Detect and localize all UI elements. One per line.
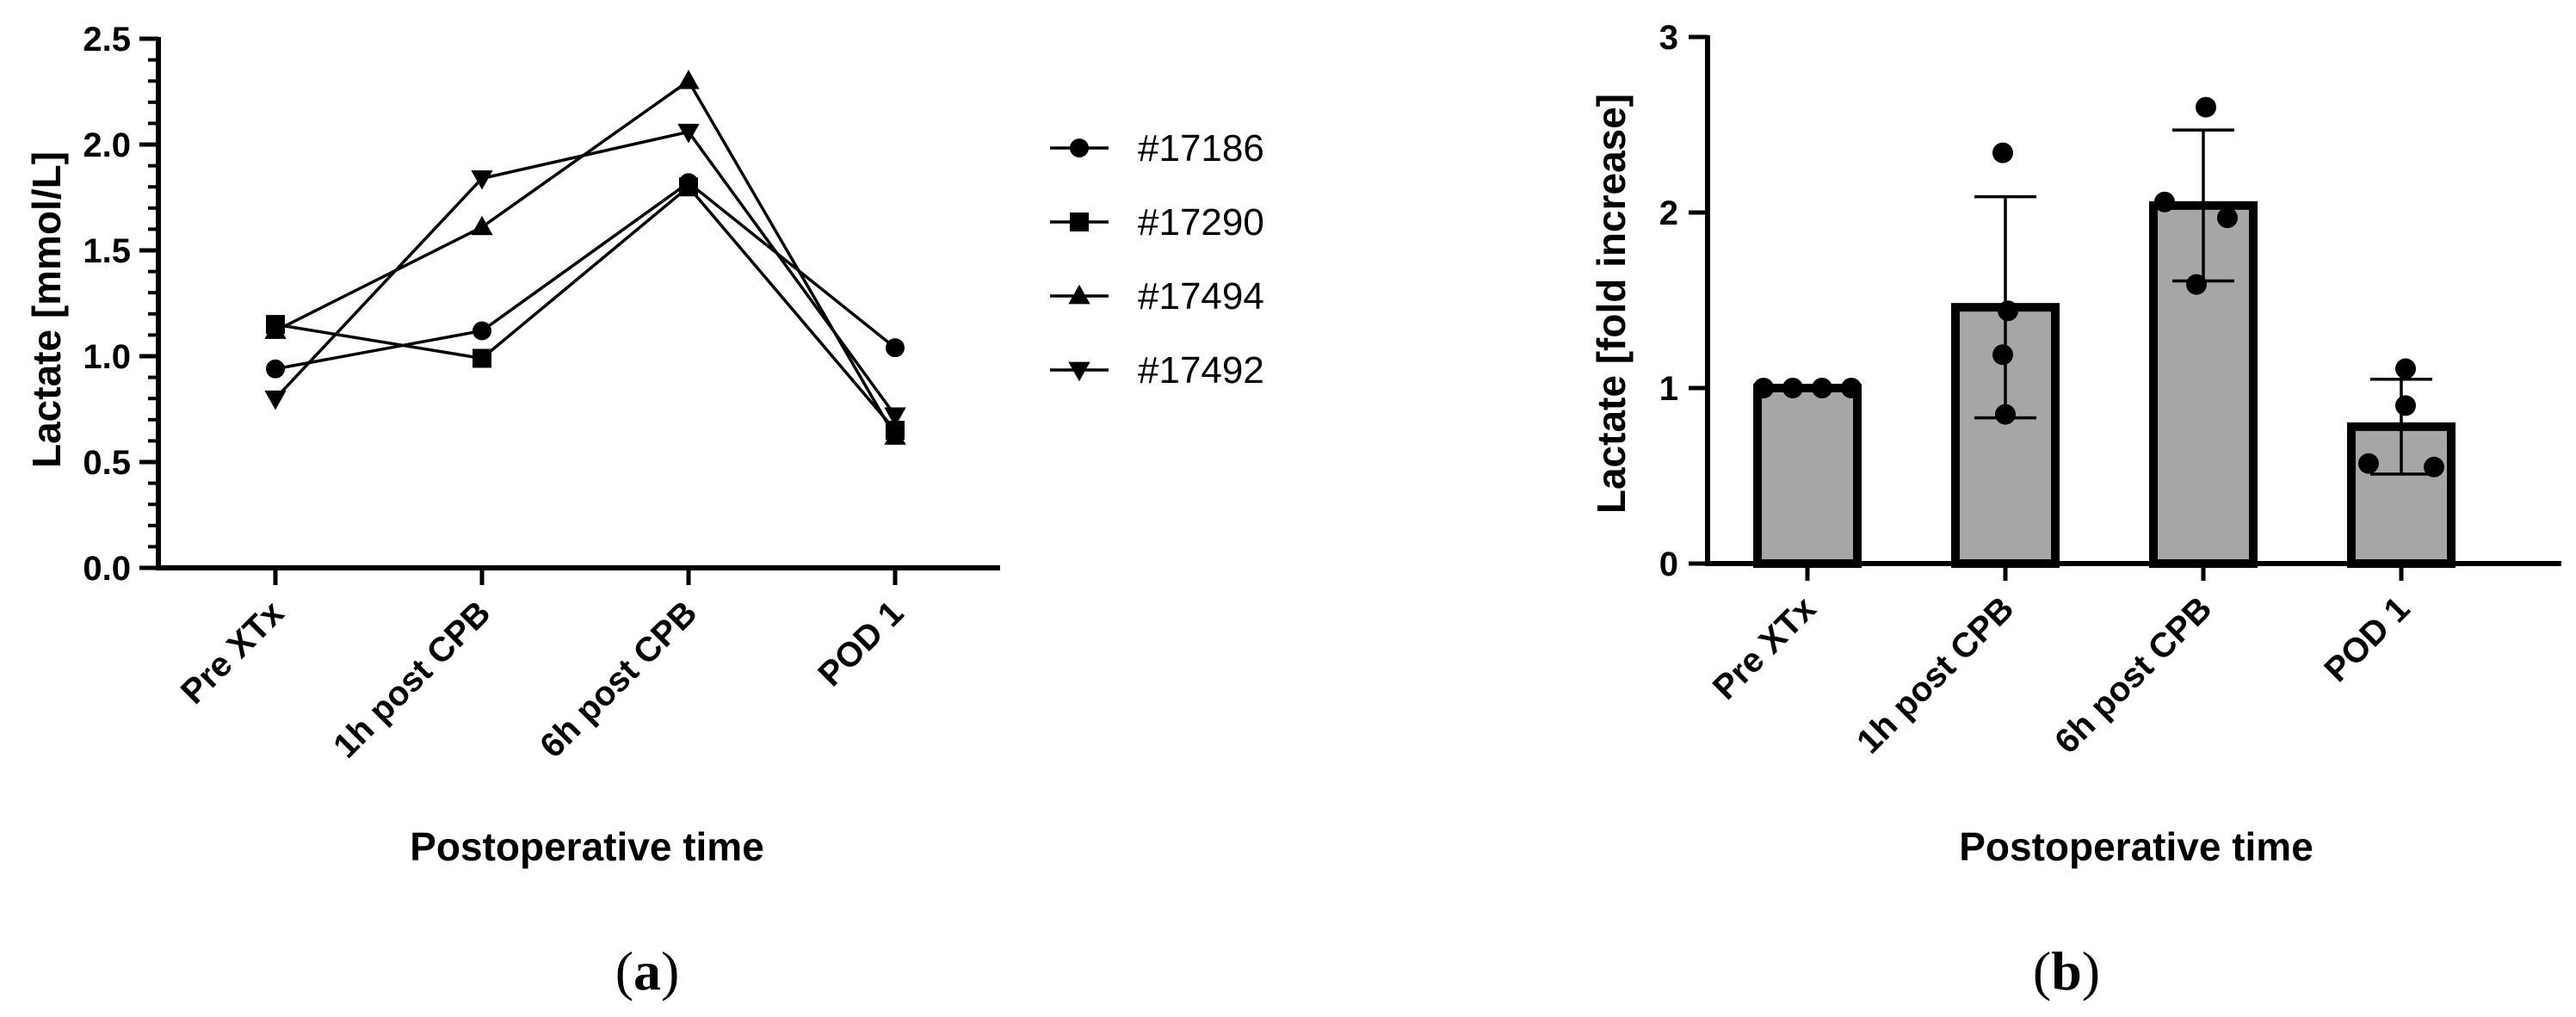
panel-b-x-tick-label-1h-post-cpb: 1h post CPB bbox=[1850, 589, 2021, 761]
legend-label: #17290 bbox=[1138, 201, 1264, 243]
panel-a-y-tick-label: 0.5 bbox=[83, 444, 131, 482]
data-point-pod-1 bbox=[2358, 453, 2379, 474]
panel-a-y-tick-label: 1.0 bbox=[83, 338, 131, 376]
panel-b-y-tick-label: 1 bbox=[1659, 370, 1678, 408]
panel-b-y-tick-label: 0 bbox=[1659, 545, 1678, 583]
legend-item-17494: #17494 bbox=[1050, 275, 1264, 317]
panel-a-series-lines bbox=[274, 78, 897, 438]
legend-marker-triangle-up bbox=[1068, 284, 1090, 305]
series-marker-17186 bbox=[473, 321, 491, 341]
data-point-pod-1 bbox=[2424, 456, 2444, 478]
data-point-6h-post-cpb bbox=[2217, 207, 2238, 229]
series-line-17494 bbox=[275, 78, 897, 438]
panel-b-y-axis: 0 1 2 3 bbox=[1659, 19, 1710, 583]
series-marker-17290 bbox=[679, 177, 698, 197]
series-marker-17492 bbox=[264, 390, 287, 410]
series-marker-17492 bbox=[471, 170, 493, 190]
panel-a-x-tick-label-1h-post-cpb: 1h post CPB bbox=[326, 594, 497, 765]
data-point-1h-post-cpb bbox=[1995, 404, 2016, 425]
data-point-pod-1 bbox=[2395, 395, 2416, 416]
panel-a-y-tick-label: 2.0 bbox=[83, 126, 131, 164]
data-point-pre-xtx bbox=[1782, 378, 1803, 398]
panel-b-y-tick-label: 2 bbox=[1659, 194, 1678, 232]
panel-a-y-axis-title: Lactate [mmol/L] bbox=[24, 151, 69, 468]
data-point-pod-1 bbox=[2395, 358, 2416, 379]
data-point-pre-xtx bbox=[1841, 378, 1862, 398]
data-point-6h-post-cpb bbox=[2186, 274, 2207, 295]
legend-item-17290: #17290 bbox=[1050, 201, 1264, 243]
panel-b-x-axis: Pre XTx 1h post CPB 6h post CPB POD 1 bbox=[1705, 561, 2561, 761]
panel-a-x-tick-label-pod-1: POD 1 bbox=[811, 594, 911, 693]
panel-a-x-tick-label-6h-post-cpb: 6h post CPB bbox=[533, 594, 704, 765]
data-point-1h-post-cpb bbox=[1992, 344, 2013, 366]
series-marker-17494 bbox=[264, 319, 287, 339]
legend-label: #17492 bbox=[1138, 349, 1264, 391]
series-line-17290 bbox=[275, 184, 897, 432]
series-marker-17186 bbox=[886, 338, 905, 358]
panel-b-x-tick-label-pre-xtx: Pre XTx bbox=[1706, 589, 1823, 706]
series-marker-17492 bbox=[884, 407, 906, 428]
series-line-17492 bbox=[274, 130, 897, 416]
data-point-6h-post-cpb bbox=[2196, 96, 2216, 118]
panel-b-y-axis-title: Lactate [fold increase] bbox=[1589, 94, 1634, 514]
series-marker-17290 bbox=[473, 348, 491, 368]
panel-b-x-tick-label-pod-1: POD 1 bbox=[2317, 589, 2417, 689]
data-point-6h-post-cpb bbox=[2154, 191, 2175, 213]
panel-a-y-axis: 0.0 0.5 1.0 1.5 2.0 2.5 bbox=[83, 21, 161, 588]
panel-a-x-axis-title: Postoperative time bbox=[410, 824, 764, 869]
series-marker-17494 bbox=[677, 70, 700, 89]
panel-a-x-tick-label-pre-xtx: Pre XTx bbox=[174, 594, 291, 711]
panel-b-data-points bbox=[1753, 96, 2444, 478]
panel-a-y-tick-label: 0.0 bbox=[83, 550, 131, 588]
legend-label: #17494 bbox=[1138, 275, 1264, 317]
panel-b-label-letter: b bbox=[2051, 940, 2082, 1002]
panel-a-y-tick-label: 2.5 bbox=[83, 21, 131, 59]
series-line-17186 bbox=[275, 181, 897, 371]
series-marker-17186 bbox=[266, 359, 285, 379]
panel-b-bars bbox=[1753, 200, 2456, 568]
legend-marker-circle bbox=[1070, 139, 1089, 157]
panel-a-x-axis: Pre XTx 1h post CPB 6h post CPB POD 1 bbox=[156, 565, 1000, 766]
panel-a-label-letter: a bbox=[633, 940, 661, 1002]
legend-label: #17186 bbox=[1138, 127, 1264, 170]
panel-a-label: (a) bbox=[615, 940, 680, 1002]
panel-a-series-markers bbox=[264, 70, 906, 445]
panel-b-x-axis-title: Postoperative time bbox=[1959, 824, 2313, 869]
data-point-1h-post-cpb bbox=[1992, 142, 2013, 163]
data-point-pre-xtx bbox=[1812, 378, 1832, 398]
data-point-pre-xtx bbox=[1753, 378, 1774, 398]
legend-item-17186: #17186 bbox=[1050, 127, 1264, 170]
panel-b-label: (b) bbox=[2033, 940, 2100, 1002]
legend-item-17492: #17492 bbox=[1050, 349, 1264, 391]
legend-marker-square bbox=[1070, 213, 1089, 231]
panel-a-line-chart: 0.0 0.5 1.0 1.5 2.0 2.5 Pre XTx 1h post CPB 6h … bbox=[24, 21, 1264, 1002]
panel-b-y-tick-label: 3 bbox=[1659, 19, 1678, 57]
panel-a-legend: #17186 #17290 #17494 #17492 bbox=[1050, 127, 1264, 391]
data-point-1h-post-cpb bbox=[1998, 300, 2018, 322]
series-marker-17494 bbox=[471, 215, 493, 236]
panel-b-x-tick-label-6h-post-cpb: 6h post CPB bbox=[2048, 589, 2219, 761]
bar-pre-xtx bbox=[1753, 384, 1862, 568]
legend-marker-triangle-down bbox=[1068, 361, 1090, 382]
error-bar-pod-1 bbox=[2370, 378, 2432, 476]
series-marker-17494 bbox=[884, 425, 906, 445]
series-marker-17492 bbox=[677, 123, 700, 144]
panel-a-y-tick-label: 1.5 bbox=[83, 232, 131, 270]
